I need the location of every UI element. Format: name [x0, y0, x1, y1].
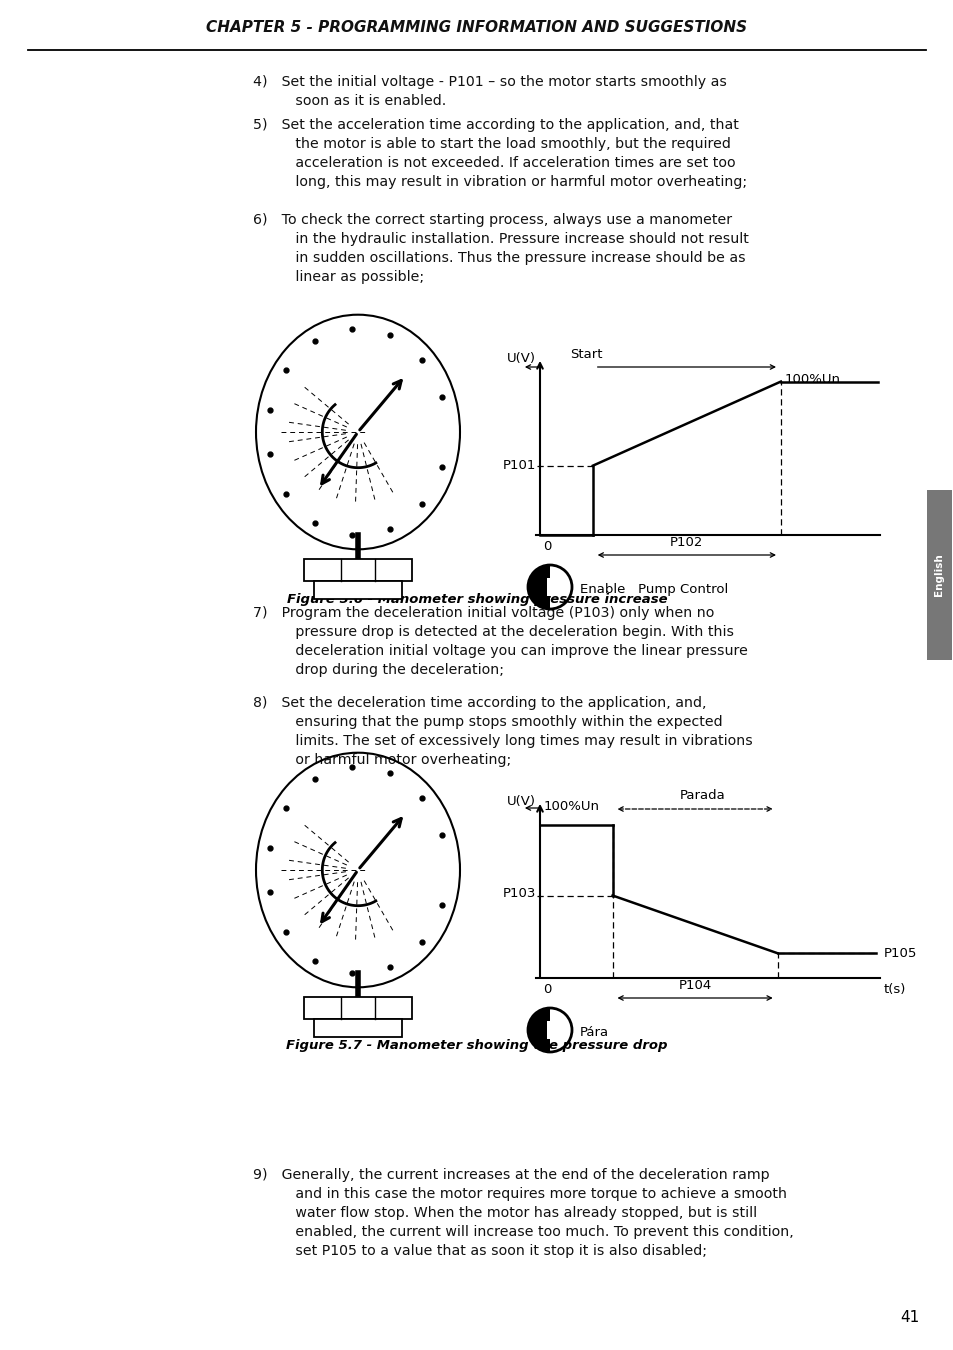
Text: Figure 5.7 - Manometer showing the pressure drop: Figure 5.7 - Manometer showing the press… — [286, 1038, 667, 1052]
Text: U(V): U(V) — [506, 795, 536, 809]
Bar — [314, 1019, 401, 1037]
Bar — [304, 996, 412, 1019]
Text: Start: Start — [570, 348, 602, 360]
Text: P105: P105 — [883, 946, 917, 960]
Text: 41: 41 — [900, 1310, 919, 1324]
Text: Pára: Pára — [579, 1026, 608, 1038]
Bar — [304, 559, 412, 580]
Bar — [546, 578, 553, 597]
Text: 5) Set the acceleration time according to the application, and, that
   the moto: 5) Set the acceleration time according t… — [253, 117, 746, 189]
Text: P101: P101 — [502, 459, 536, 472]
Wedge shape — [527, 566, 550, 609]
Text: 100%Un: 100%Un — [543, 801, 599, 813]
Text: 4) Set the initial voltage - P101 – so the motor starts smoothly as
   soon as i: 4) Set the initial voltage - P101 – so t… — [253, 76, 726, 108]
Text: 6) To check the correct starting process, always use a manometer
   in the hydra: 6) To check the correct starting process… — [253, 213, 748, 284]
Text: 9) Generally, the current increases at the end of the deceleration ramp
   and i: 9) Generally, the current increases at t… — [253, 1168, 793, 1258]
Text: 0: 0 — [542, 983, 551, 996]
Text: t(s): t(s) — [883, 983, 905, 996]
Text: Enable   Pump Control: Enable Pump Control — [579, 582, 727, 595]
Text: P104: P104 — [678, 979, 711, 992]
Text: P102: P102 — [669, 536, 702, 549]
Wedge shape — [527, 1008, 550, 1052]
Text: Parada: Parada — [679, 788, 725, 802]
Bar — [314, 580, 401, 599]
Text: 8) Set the deceleration time according to the application, and,
   ensuring that: 8) Set the deceleration time according t… — [253, 697, 752, 767]
FancyBboxPatch shape — [926, 490, 951, 660]
Text: CHAPTER 5 - PROGRAMMING INFORMATION AND SUGGESTIONS: CHAPTER 5 - PROGRAMMING INFORMATION AND … — [206, 20, 747, 35]
Text: English: English — [933, 554, 943, 597]
Text: 100%Un: 100%Un — [784, 373, 840, 386]
Text: 7) Program the deceleration initial voltage (P103) only when no
   pressure drop: 7) Program the deceleration initial volt… — [253, 606, 747, 676]
Text: P103: P103 — [502, 887, 536, 900]
Text: U(V): U(V) — [506, 352, 536, 365]
Text: 0: 0 — [542, 540, 551, 553]
Bar — [546, 1021, 553, 1040]
Text: Figure 5.6 - Manometer showing pressure increase: Figure 5.6 - Manometer showing pressure … — [287, 594, 666, 606]
